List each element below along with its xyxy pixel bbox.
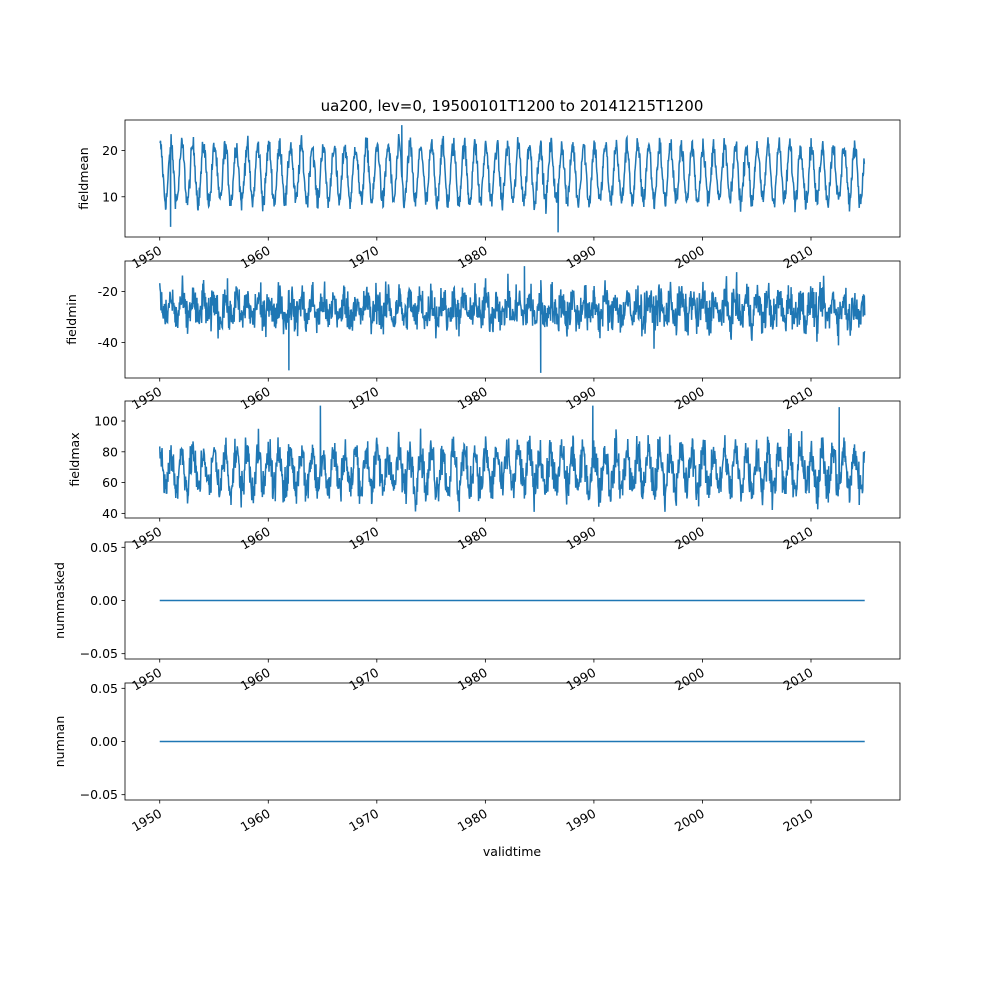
series-line-fieldmax	[158, 405, 866, 512]
x-tick-label: 2010	[780, 243, 815, 272]
x-tick-label: 1960	[238, 806, 273, 835]
y-tick-label: -40	[98, 335, 118, 350]
x-tick-label: 1950	[129, 806, 164, 835]
x-tick-label: 1960	[238, 524, 273, 553]
panel-fieldmean: 10 20 1950 1960 1970 1980 1990 2000 2010 fieldmea…	[76, 119, 901, 272]
figure-title: ua200, lev=0, 19500101T1200 to 20141215T…	[321, 97, 704, 115]
y-tick-label: 40	[102, 506, 118, 521]
panel-numnan: −0.05 0.00 0.05 1950 1960 1970 1980 1990 2000 201…	[52, 681, 901, 835]
x-tick-label: 1980	[455, 665, 490, 694]
y-tick-label: 60	[102, 475, 118, 490]
x-tick-label: 1950	[129, 243, 164, 272]
x-axis-label: validtime	[483, 844, 541, 859]
series-line-fieldmean	[159, 125, 866, 233]
axes-frame-fieldmin	[124, 260, 901, 379]
x-tick-label: 2000	[672, 524, 707, 553]
x-tick-label: 2000	[672, 806, 707, 835]
x-tick-label: 1970	[346, 665, 381, 694]
y-axis-label-numnan: numnan	[52, 716, 67, 768]
x-tick-label: 1990	[563, 806, 598, 835]
x-tick-label: 1980	[455, 243, 490, 272]
y-tick-label: 0.00	[90, 593, 118, 608]
y-tick-label: 0.00	[90, 734, 118, 749]
axes-frame-fieldmax	[124, 400, 901, 519]
x-tick-label: 1960	[238, 243, 273, 272]
panel-fieldmax: 40 60 80 100 1950 1960 1970 1980 1990 2000 2010 fie…	[67, 400, 901, 553]
series-line-fieldmin	[158, 266, 866, 373]
x-tick-label: 1950	[129, 524, 164, 553]
y-axis-label-nummasked: nummasked	[52, 562, 67, 639]
x-tick-label: 2010	[780, 384, 815, 413]
x-tick-label: 1990	[563, 243, 598, 272]
x-tick-label: 2010	[780, 524, 815, 553]
y-tick-label: 10	[102, 189, 118, 204]
x-tick-label: 1960	[238, 384, 273, 413]
x-tick-label: 1970	[346, 384, 381, 413]
y-tick-label: 100	[94, 414, 118, 429]
y-tick-label: 0.05	[90, 540, 118, 555]
x-tick-label: 2010	[780, 665, 815, 694]
x-tick-label: 2000	[672, 243, 707, 272]
x-tick-label: 1970	[346, 524, 381, 553]
x-tick-label: 2000	[672, 384, 707, 413]
y-tick-label: -20	[98, 284, 118, 299]
x-tick-label: 2000	[672, 665, 707, 694]
y-axis-label-fieldmin: fieldmin	[64, 294, 79, 345]
y-tick-label: 0.05	[90, 681, 118, 696]
x-tick-label: 1990	[563, 524, 598, 553]
y-tick-label: −0.05	[80, 787, 118, 802]
y-axis-label-fieldmax: fieldmax	[67, 432, 82, 486]
x-tick-label: 1950	[129, 665, 164, 694]
panel-nummasked: −0.05 0.00 0.05 1950 1960 1970 1980 1990 2000 201…	[52, 540, 901, 694]
x-tick-label: 1960	[238, 665, 273, 694]
y-tick-label: 80	[102, 444, 118, 459]
x-tick-label: 1970	[346, 243, 381, 272]
x-tick-label: 1980	[455, 384, 490, 413]
x-tick-label: 2010	[780, 806, 815, 835]
x-tick-label: 1970	[346, 806, 381, 835]
y-axis-label-fieldmean: fieldmean	[76, 147, 91, 209]
axes-frame-fieldmean	[124, 119, 901, 238]
x-tick-label: 1980	[455, 806, 490, 835]
x-tick-label: 1990	[563, 665, 598, 694]
y-tick-label: 20	[102, 143, 118, 158]
y-tick-label: −0.05	[80, 646, 118, 661]
x-tick-label: 1980	[455, 524, 490, 553]
x-tick-label: 1950	[129, 384, 164, 413]
